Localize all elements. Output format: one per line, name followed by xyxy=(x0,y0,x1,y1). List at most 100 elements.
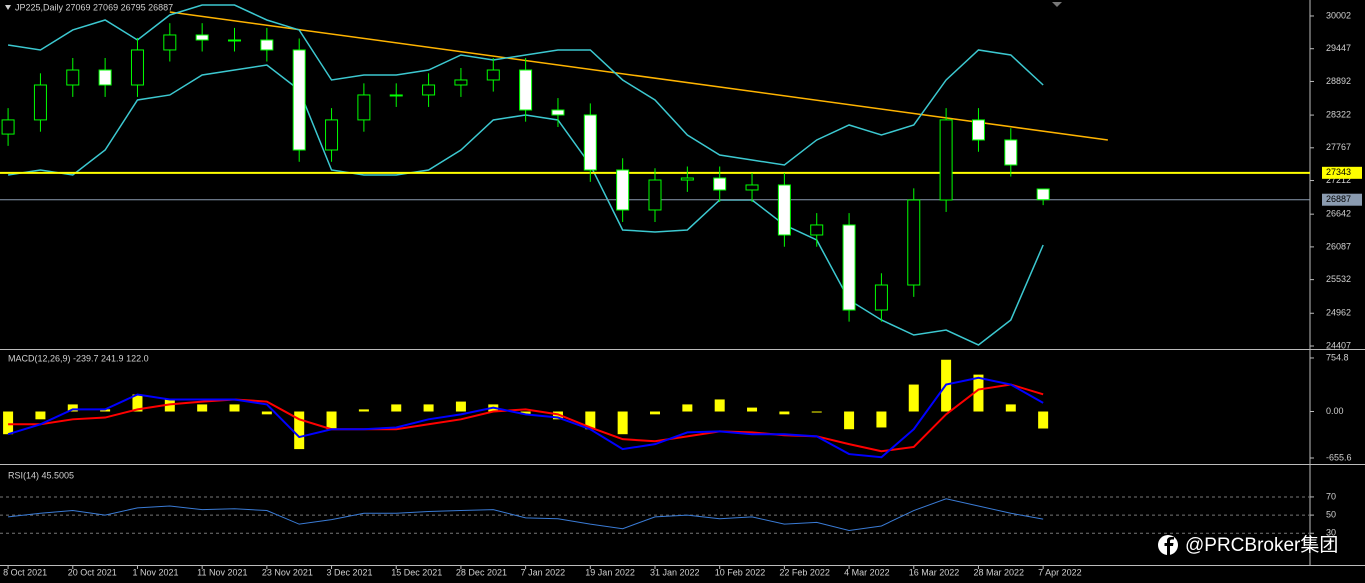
candle-body xyxy=(777,184,791,236)
histogram-bar xyxy=(844,411,855,430)
watermark-text: @PRCBroker集团 xyxy=(1185,534,1338,556)
histogram-bar xyxy=(714,399,725,412)
histogram-bar xyxy=(585,411,596,430)
price-label-box xyxy=(1322,193,1362,206)
candle-body xyxy=(648,179,662,211)
x-tick-label: 22 Feb 2022 xyxy=(779,567,830,577)
y-tick-label: 27212 xyxy=(1326,175,1351,185)
histogram-bar xyxy=(326,411,337,430)
x-tick-label: 7 Jan 2022 xyxy=(521,567,566,577)
x-tick-label: 1 Nov 2021 xyxy=(132,567,178,577)
histogram-bar xyxy=(294,411,305,450)
series-line xyxy=(8,498,1044,532)
candle-body xyxy=(745,184,759,191)
histogram-bar xyxy=(811,411,822,413)
histogram-bar xyxy=(3,411,14,435)
histogram-bar xyxy=(682,404,693,412)
histogram-bar xyxy=(650,411,660,415)
candle-body xyxy=(907,199,921,286)
series-line xyxy=(7,376,1044,459)
candle-body xyxy=(1036,188,1050,201)
histogram-bar xyxy=(229,404,240,412)
candle-body xyxy=(842,224,856,311)
candle-body xyxy=(195,34,209,41)
candle-body xyxy=(260,39,274,51)
candle-body xyxy=(1,119,15,135)
candle-body xyxy=(163,34,177,51)
histogram-bar xyxy=(876,411,887,428)
rsi-title: RSI(14) 45.5005 xyxy=(8,470,74,480)
histogram-bar xyxy=(973,374,984,412)
candle-body xyxy=(389,94,403,97)
candle-body xyxy=(680,177,694,181)
candle-body xyxy=(357,94,371,121)
candle-body xyxy=(616,169,630,211)
y-tick-label: -655.6 xyxy=(1326,452,1352,462)
x-tick-label: 8 Oct 2021 xyxy=(3,567,47,577)
watermark: @PRCBroker集团 xyxy=(1158,534,1338,556)
candle-body xyxy=(519,69,533,111)
histogram-bar xyxy=(132,394,143,412)
chart-title: JP225,Daily 27069 27069 26795 26887 xyxy=(15,2,173,12)
price-label: 26887 xyxy=(1326,194,1351,204)
histogram-bar xyxy=(261,411,272,415)
candle-body xyxy=(130,49,144,86)
y-tick-label: 29447 xyxy=(1326,43,1351,53)
candle-body xyxy=(33,84,47,121)
histogram-bar xyxy=(908,384,919,412)
menu-triangle[interactable] xyxy=(5,5,11,10)
macd-title: MACD(12,26,9) -239.7 241.9 122.0 xyxy=(8,353,149,363)
x-tick-label: 23 Nov 2021 xyxy=(262,567,313,577)
candle-body xyxy=(551,109,565,116)
y-tick-label: 70 xyxy=(1326,491,1336,501)
histogram-bar xyxy=(391,404,402,412)
y-tick-label: 50 xyxy=(1326,509,1336,519)
candle-body xyxy=(454,79,468,86)
price-label-box xyxy=(1322,166,1362,179)
series-line xyxy=(7,4,1044,166)
histogram-bar xyxy=(100,409,111,412)
candle-body xyxy=(971,119,985,141)
x-tick-label: 28 Mar 2022 xyxy=(973,567,1024,577)
candle-body xyxy=(66,69,80,86)
histogram-bar xyxy=(423,404,434,412)
candle-body xyxy=(810,224,824,236)
y-tick-label: 26087 xyxy=(1326,241,1351,251)
x-tick-label: 11 Nov 2021 xyxy=(197,567,247,577)
x-tick-label: 31 Jan 2022 xyxy=(650,567,700,577)
histogram-bar xyxy=(1038,411,1049,429)
histogram-bar xyxy=(617,411,628,435)
histogram-bar xyxy=(164,399,175,412)
y-tick-label: 24962 xyxy=(1326,308,1351,318)
x-tick-label: 19 Jan 2022 xyxy=(585,567,635,577)
histogram-bar xyxy=(1005,404,1016,412)
y-tick-label: 0.00 xyxy=(1326,406,1344,416)
histogram-bar xyxy=(67,404,78,412)
y-tick-label: 30002 xyxy=(1326,10,1351,20)
histogram-bar xyxy=(779,411,790,415)
candle-body xyxy=(292,49,306,151)
y-tick-label: 24407 xyxy=(1326,340,1351,350)
x-tick-label: 7 Apr 2022 xyxy=(1038,567,1082,577)
x-tick-label: 20 Oct 2021 xyxy=(68,567,117,577)
candle-body xyxy=(486,69,500,81)
series-line xyxy=(8,383,1044,453)
histogram-bar xyxy=(358,409,369,412)
candle-body xyxy=(713,177,727,191)
trendline xyxy=(169,11,1108,141)
x-tick-label: 28 Dec 2021 xyxy=(456,567,507,577)
histogram-bar xyxy=(520,411,531,415)
candle-body xyxy=(939,119,953,201)
x-tick-label: 3 Dec 2021 xyxy=(327,567,373,577)
shift-marker xyxy=(1052,2,1062,7)
y-tick-label: 28322 xyxy=(1326,109,1351,119)
histogram-bar xyxy=(197,404,208,412)
x-tick-label: 10 Feb 2022 xyxy=(715,567,766,577)
y-tick-label: 28892 xyxy=(1326,76,1351,86)
candle-body xyxy=(874,284,888,311)
candle-body xyxy=(1004,139,1018,166)
y-tick-label: 754.8 xyxy=(1326,352,1349,362)
candle-body xyxy=(228,39,242,42)
